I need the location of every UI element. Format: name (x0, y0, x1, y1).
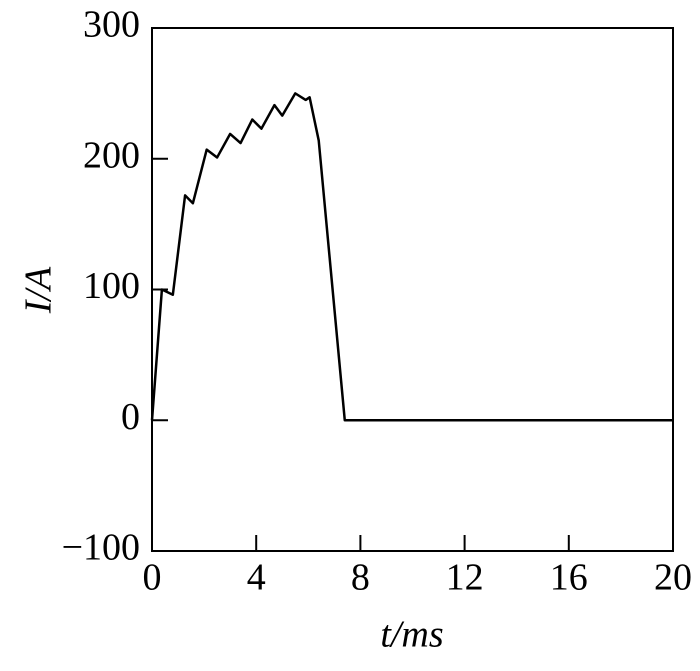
x-tick-label: 4 (247, 557, 266, 599)
y-axis-label: I/A (18, 266, 60, 314)
y-tick-label: 200 (83, 134, 140, 176)
x-tick-label: 20 (654, 557, 692, 599)
y-tick-label: 0 (121, 396, 140, 438)
x-tick-label: 8 (351, 557, 370, 599)
x-axis-label: t/ms (380, 614, 443, 656)
y-tick-label: 100 (83, 265, 140, 307)
plot-frame (151, 27, 674, 552)
x-tick-label: 0 (143, 557, 162, 599)
y-tick-label: 300 (83, 4, 140, 46)
y-tick-label: −100 (62, 527, 140, 569)
x-tick-label: 16 (550, 557, 588, 599)
x-tick-label: 12 (446, 557, 484, 599)
data-line (150, 92, 673, 422)
